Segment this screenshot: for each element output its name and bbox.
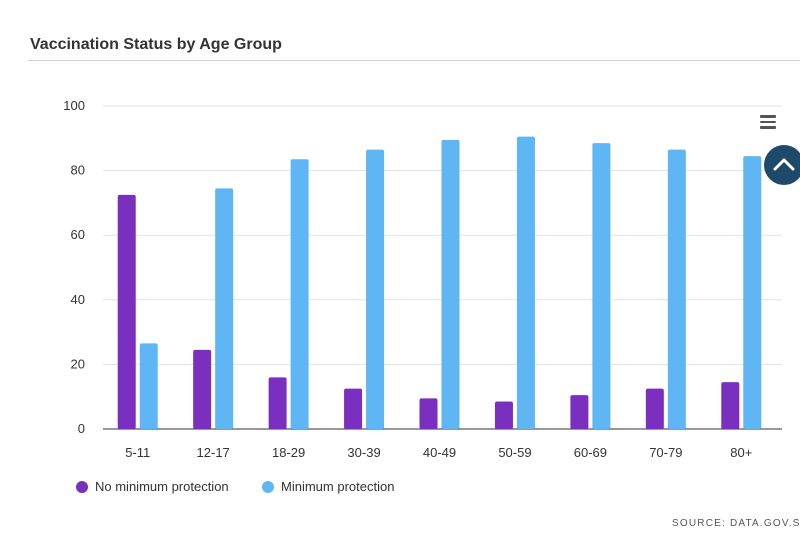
source-credit: SOURCE: DATA.GOV.SG: [672, 518, 800, 529]
legend-swatch: [262, 481, 274, 493]
x-tick-label: 60-69: [574, 445, 607, 460]
bar-minimum-protection-5-11[interactable]: [139, 343, 158, 429]
title-divider: [28, 60, 800, 61]
bar-minimum-protection-30-39[interactable]: [366, 149, 385, 430]
chart-title: Vaccination Status by Age Group: [30, 36, 282, 53]
x-tick-label: 40-49: [423, 445, 456, 460]
bar-no-minimum-protection-40-49[interactable]: [419, 398, 438, 429]
y-tick-label: 40: [71, 292, 85, 307]
bar-minimum-protection-50-59[interactable]: [516, 136, 535, 429]
x-tick-label: 30-39: [347, 445, 380, 460]
y-tick-label: 80: [71, 163, 85, 178]
legend-swatch: [76, 481, 88, 493]
scroll-to-top-button[interactable]: [764, 145, 800, 185]
bar-minimum-protection-60-69[interactable]: [592, 143, 611, 429]
hamburger-menu-icon: [760, 115, 776, 118]
bar-no-minimum-protection-50-59[interactable]: [494, 401, 513, 429]
bar-no-minimum-protection-70-79[interactable]: [645, 388, 664, 429]
chart-menu-button[interactable]: [758, 112, 780, 132]
bar-no-minimum-protection-18-29[interactable]: [268, 377, 287, 429]
legend-label: Minimum protection: [281, 479, 395, 494]
x-tick-label: 18-29: [272, 445, 305, 460]
y-tick-label: 60: [71, 227, 85, 242]
bar-chart: 0 20 40 60 80 100 5-11 12-17 18-29 30-39 40-49 50-5…: [63, 98, 782, 460]
bar-minimum-protection-18-29[interactable]: [290, 159, 309, 430]
bar-no-minimum-protection-60-69[interactable]: [570, 395, 589, 429]
legend-label: No minimum protection: [95, 479, 229, 494]
bar-minimum-protection-70-79[interactable]: [667, 149, 686, 430]
bar-no-minimum-protection-80+[interactable]: [721, 382, 740, 429]
x-tick-label: 5-11: [125, 445, 150, 460]
bar-no-minimum-protection-30-39[interactable]: [344, 388, 363, 429]
bar-no-minimum-protection-5-11[interactable]: [117, 194, 136, 429]
bar-minimum-protection-80+[interactable]: [743, 156, 762, 429]
y-tick-label: 100: [63, 98, 85, 113]
bar-minimum-protection-40-49[interactable]: [441, 139, 460, 430]
x-tick-label: 12-17: [197, 445, 230, 460]
y-tick-label: 20: [71, 356, 85, 371]
bar-minimum-protection-12-17[interactable]: [215, 188, 234, 429]
x-tick-label: 50-59: [498, 445, 531, 460]
x-tick-label: 70-79: [649, 445, 682, 460]
y-tick-label: 0: [78, 421, 85, 436]
x-tick-label: 80+: [730, 445, 752, 460]
chevron-up-icon: [773, 158, 795, 171]
bar-no-minimum-protection-12-17[interactable]: [193, 349, 212, 429]
